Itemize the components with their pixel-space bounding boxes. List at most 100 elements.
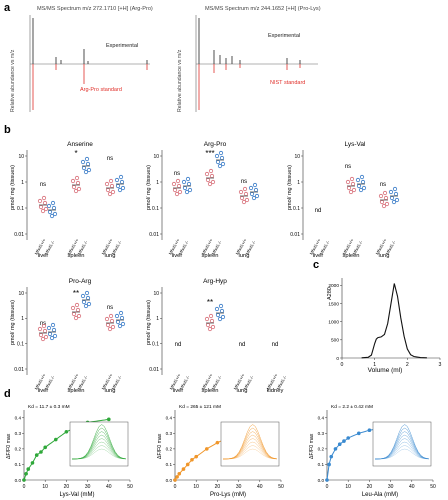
replicate-dot: [110, 324, 116, 330]
replicate-dot: [118, 174, 124, 180]
ylabel-lys-val: pmol/ mg (tissues): [287, 165, 293, 210]
x-tick-label: 2: [406, 362, 409, 368]
y-tick-label: 0.1: [166, 462, 173, 467]
y-tick-label: 0.0: [15, 478, 22, 483]
replicate-dot: [119, 315, 125, 321]
replicate-dot: [351, 187, 357, 193]
replicate-dot: [42, 200, 48, 206]
replicate-dot: [185, 176, 191, 182]
panel-c-xlabel: Volume (ml): [368, 367, 403, 374]
panel-d: 0 10 20 30 40 50 0.0 0.1 0.2 0.3 0.4 Lys-Val (mM) ΔF…: [6, 404, 436, 498]
x-tick-label: 40: [409, 484, 415, 490]
replicate-dot: [118, 310, 124, 316]
x-axis-label: Leu-Ala (mM): [362, 492, 398, 498]
y-tick-label: 0: [336, 356, 339, 362]
replicate-dot: [51, 205, 57, 211]
replicate-dot: [218, 303, 224, 309]
data-point: [107, 417, 111, 422]
data-point: [327, 462, 331, 467]
sig-proarg-liver: ns: [40, 321, 46, 327]
subplot-title-lys-val: Lys-Val: [345, 141, 367, 148]
replicate-dot: [119, 179, 125, 185]
replicate-dot: [382, 190, 388, 196]
replicate-dot: [204, 316, 210, 322]
replicate-dot: [181, 179, 187, 185]
replicate-dot: [187, 187, 193, 193]
sig-proarg-lung: ns: [107, 305, 113, 311]
replicate-dot: [52, 211, 58, 217]
sig-anserine-liver: ns: [40, 182, 46, 188]
replicate-dot: [356, 183, 362, 189]
elution-trace: [361, 283, 427, 359]
y-tick-label: 0.3: [166, 431, 173, 436]
replicate-dot: [205, 322, 211, 328]
tissue-label: liver: [313, 253, 324, 259]
y-tick-label: 10: [18, 154, 24, 160]
panel-a-right-title: MS/MS Spectrum m/z 244.1652 [+H] (Pro-Ly…: [205, 6, 321, 12]
data-point: [342, 439, 346, 443]
y-tick-label: 1: [156, 180, 159, 186]
y-tick-label: 0.1: [15, 462, 22, 467]
data-point: [346, 436, 351, 440]
replicate-dot: [205, 177, 211, 183]
tissue-label: spleen: [67, 388, 84, 394]
replicate-dot: [42, 328, 48, 334]
panel-a: MS/MS Spectrum m/z 272.1710 [+H] (Arg-Pr…: [10, 6, 321, 112]
replicate-dot: [108, 313, 114, 319]
y-axis-label: ΔF/F0 max: [309, 433, 315, 459]
x-tick-label: 20: [367, 484, 373, 490]
y-tick-label: 0.3: [318, 431, 325, 436]
replicate-dot: [383, 195, 389, 201]
y-tick-label: 0.1: [17, 206, 24, 212]
replicate-dot: [46, 325, 52, 331]
right-standard-peaks: [198, 64, 301, 110]
data-point: [367, 428, 372, 433]
y-tick-label: 1: [21, 180, 24, 186]
panel-c-ylabel: A280: [327, 287, 333, 300]
replicate-dot: [219, 155, 225, 161]
replicate-dot: [210, 179, 216, 185]
replicate-dot: [249, 191, 255, 197]
replicate-dot: [210, 324, 216, 330]
inset-box: [220, 421, 280, 467]
replicate-dot: [214, 306, 220, 312]
replicate-dot: [348, 189, 354, 195]
replicate-dot: [208, 168, 214, 174]
replicate-dot: [172, 187, 178, 193]
data-point: [329, 454, 334, 459]
replicate-dot: [105, 187, 111, 193]
replicate-dot: [243, 191, 249, 197]
replicate-dot: [108, 178, 114, 184]
replicate-dot: [80, 159, 86, 165]
y-tick-label: 10: [18, 291, 24, 297]
inset-spectrum: [71, 424, 127, 460]
replicate-dot: [74, 302, 80, 308]
replicate-dot: [83, 303, 89, 309]
replicate-dot: [109, 318, 115, 324]
panel-c-axes: 0 1 2 3 0 500 1000 1500 2000: [328, 278, 442, 368]
replicate-dot: [84, 290, 90, 296]
sig-arghyp-spleen: **: [207, 298, 213, 307]
replicate-dot: [186, 181, 192, 187]
replicate-dot: [391, 199, 397, 205]
replicate-dot: [86, 301, 92, 307]
replicate-dot: [346, 185, 352, 191]
y-tick-label: 0.01: [290, 232, 300, 238]
replicate-dot: [75, 180, 81, 186]
sig-anserine-lung: ns: [107, 156, 113, 162]
replicate-dot: [218, 150, 224, 156]
replicate-dot: [40, 208, 46, 214]
subplot-title-pro-arg: Pro-Arg: [69, 278, 92, 285]
subplot-title-anserine: Anserine: [67, 141, 93, 148]
replicate-dot: [52, 333, 58, 339]
y-tick-label: 1: [297, 180, 300, 186]
axes-arg-hyp: 10 1 0.1 0.01: [149, 287, 163, 375]
replicate-dot: [115, 319, 121, 325]
replicate-dot: [47, 209, 53, 215]
replicate-dot: [47, 331, 53, 337]
replicate-dot: [215, 312, 221, 318]
replicate-dot: [209, 318, 215, 324]
replicate-dot: [104, 181, 110, 187]
x-tick-label: 0: [326, 484, 329, 490]
replicate-dot: [81, 299, 87, 305]
